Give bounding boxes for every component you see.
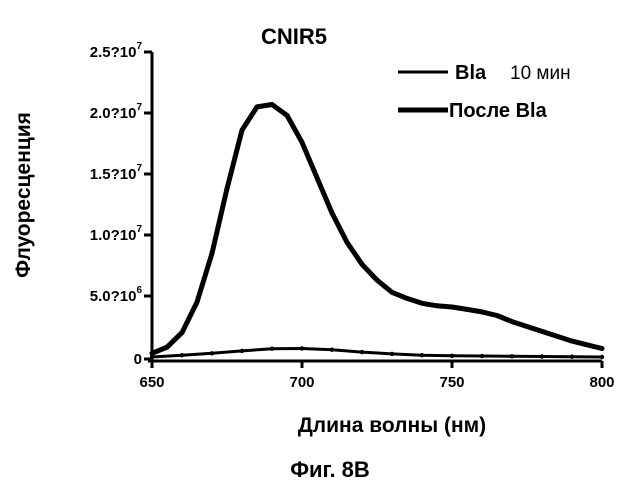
data-point-bla xyxy=(480,354,484,358)
data-point-posle-bla xyxy=(225,186,230,191)
y-tick-label: 1.5?107 xyxy=(90,163,143,183)
data-point-posle-bla xyxy=(585,342,590,347)
data-point-posle-bla xyxy=(300,140,305,145)
data-point-posle-bla xyxy=(165,345,170,350)
data-point-bla xyxy=(600,355,604,359)
data-point-bla xyxy=(270,347,274,351)
data-point-posle-bla xyxy=(405,296,410,301)
data-point-posle-bla xyxy=(420,301,425,306)
x-tick-label: 700 xyxy=(289,374,314,391)
y-tick-label: 0 xyxy=(134,351,142,368)
data-point-bla xyxy=(210,351,214,355)
legend-label-posle-bla: После Bla xyxy=(449,100,548,122)
data-point-posle-bla xyxy=(270,102,275,107)
legend-entry-bla: Bla 10 мин xyxy=(398,62,571,84)
series-line-posle-bla xyxy=(152,105,602,354)
data-point-posle-bla xyxy=(390,290,395,295)
data-point-bla xyxy=(390,352,394,356)
legend: Bla 10 мин После Bla xyxy=(398,62,571,122)
legend-entry-posle-bla: После Bla xyxy=(398,100,548,122)
data-point-bla xyxy=(450,354,454,358)
x-tick-label: 800 xyxy=(589,374,614,391)
data-point-posle-bla xyxy=(375,278,380,283)
data-point-posle-bla xyxy=(315,175,320,180)
data-point-posle-bla xyxy=(285,113,290,118)
data-point-bla xyxy=(540,354,544,358)
data-point-bla xyxy=(510,354,514,358)
y-tick-label: 1.0?107 xyxy=(90,224,143,244)
data-point-bla xyxy=(420,353,424,357)
data-point-bla xyxy=(360,350,364,354)
data-point-posle-bla xyxy=(525,324,530,329)
data-point-bla xyxy=(300,346,304,350)
y-axis-label: Флуоресценция xyxy=(12,112,35,278)
data-point-posle-bla xyxy=(465,307,470,312)
data-point-posle-bla xyxy=(540,329,545,334)
data-point-posle-bla xyxy=(570,339,575,344)
series-layer xyxy=(150,102,605,359)
data-point-posle-bla xyxy=(195,300,200,305)
data-point-posle-bla xyxy=(330,211,335,216)
chart-title: CNIR5 xyxy=(261,24,327,49)
y-tick-label: 2.0?107 xyxy=(90,102,143,122)
x-tick-label: 750 xyxy=(439,374,464,391)
x-axis-label: Длина волны (нм) xyxy=(298,414,486,437)
data-point-posle-bla xyxy=(255,105,260,110)
data-point-bla xyxy=(570,355,574,359)
data-point-posle-bla xyxy=(510,319,515,324)
data-point-posle-bla xyxy=(180,330,185,335)
series-line-bla xyxy=(152,349,602,358)
y-ticks: 0 5.0?106 1.0?107 1.5?107 2.0?107 2.5?107 xyxy=(90,41,152,368)
data-point-posle-bla xyxy=(150,351,155,356)
x-tick-label: 650 xyxy=(139,374,164,391)
data-point-posle-bla xyxy=(555,334,560,339)
legend-label-bla: Bla xyxy=(455,62,487,84)
y-tick-label: 5.0?106 xyxy=(90,285,143,305)
data-point-posle-bla xyxy=(345,240,350,245)
data-point-bla xyxy=(330,347,334,351)
x-ticks: 650 700 750 800 xyxy=(139,361,614,391)
data-point-posle-bla xyxy=(435,303,440,308)
data-point-posle-bla xyxy=(480,309,485,314)
figure-caption: Фиг. 8B xyxy=(290,457,370,482)
axes xyxy=(148,52,602,361)
data-point-bla xyxy=(240,349,244,353)
data-point-posle-bla xyxy=(360,262,365,267)
y-tick-label: 2.5?107 xyxy=(90,41,143,61)
data-point-posle-bla xyxy=(240,128,245,133)
data-point-posle-bla xyxy=(210,251,215,256)
data-point-posle-bla xyxy=(495,313,500,318)
data-point-bla xyxy=(180,353,184,357)
data-point-posle-bla xyxy=(450,305,455,310)
legend-unit-bla: 10 мин xyxy=(510,63,571,84)
data-point-posle-bla xyxy=(600,346,605,351)
